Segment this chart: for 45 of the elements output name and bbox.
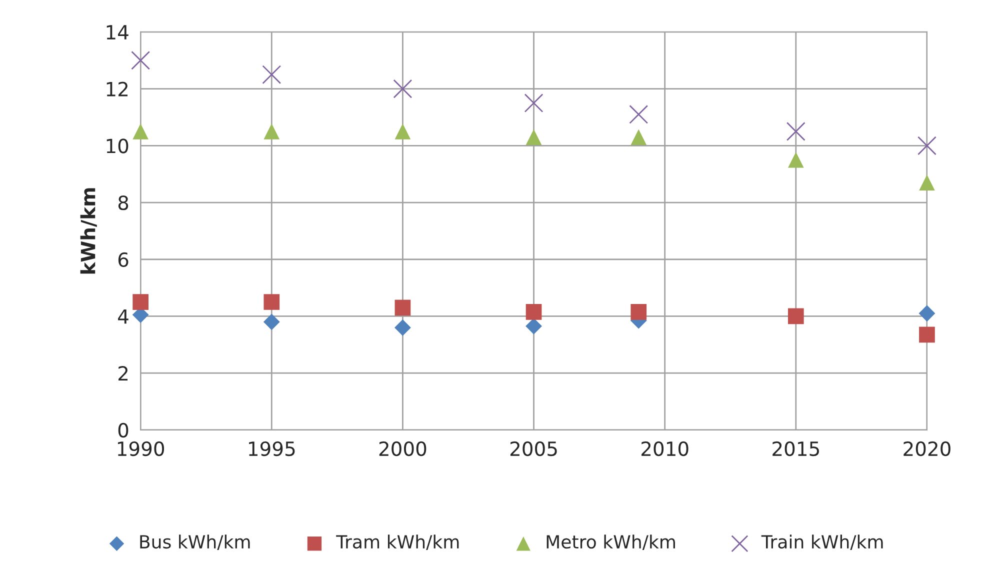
y-tick-label: 2 — [118, 366, 128, 380]
point — [630, 129, 647, 146]
point — [394, 300, 411, 316]
y-tick-label: 14 — [106, 25, 128, 40]
y-tick-label: 8 — [118, 195, 128, 210]
point — [394, 124, 411, 140]
y-tick-label: 12 — [106, 82, 128, 96]
x-tick-label: 2005 — [510, 441, 557, 456]
x-tick-label: 1995 — [249, 441, 295, 456]
point — [263, 314, 280, 330]
point — [526, 129, 542, 146]
point — [917, 136, 936, 156]
point — [524, 94, 544, 113]
x-tick-label: 2010 — [642, 441, 688, 456]
point — [264, 124, 280, 140]
point — [526, 304, 542, 320]
point — [132, 124, 148, 140]
y-tick-label: 4 — [118, 309, 128, 324]
point — [394, 319, 411, 336]
point — [262, 65, 282, 84]
point — [629, 104, 648, 124]
point — [132, 294, 148, 310]
y-tick-label: 0 — [118, 422, 128, 438]
point — [393, 79, 412, 98]
legend-label: Tram kWh/km — [336, 534, 459, 550]
y-tick-label: 10 — [106, 138, 128, 154]
point — [630, 304, 647, 320]
legend-label: Bus kWh/km — [140, 534, 250, 550]
x-tick-label: 1990 — [118, 441, 164, 456]
point — [919, 174, 935, 191]
point — [264, 294, 280, 310]
point — [919, 326, 935, 343]
x-tick-label: 2015 — [772, 441, 819, 456]
legend-label: Train kWh/km — [761, 534, 883, 550]
x-tick-label: 2000 — [379, 441, 426, 456]
point — [788, 152, 804, 168]
point — [526, 318, 542, 334]
point — [788, 308, 804, 324]
point — [786, 122, 806, 141]
y-axis-title: kWh/km — [80, 188, 97, 274]
legend-label: Metro kWh/km — [546, 534, 675, 550]
point — [918, 305, 936, 322]
y-tick-label: 6 — [118, 252, 128, 268]
point — [131, 50, 150, 70]
x-tick-label: 2020 — [904, 441, 950, 456]
